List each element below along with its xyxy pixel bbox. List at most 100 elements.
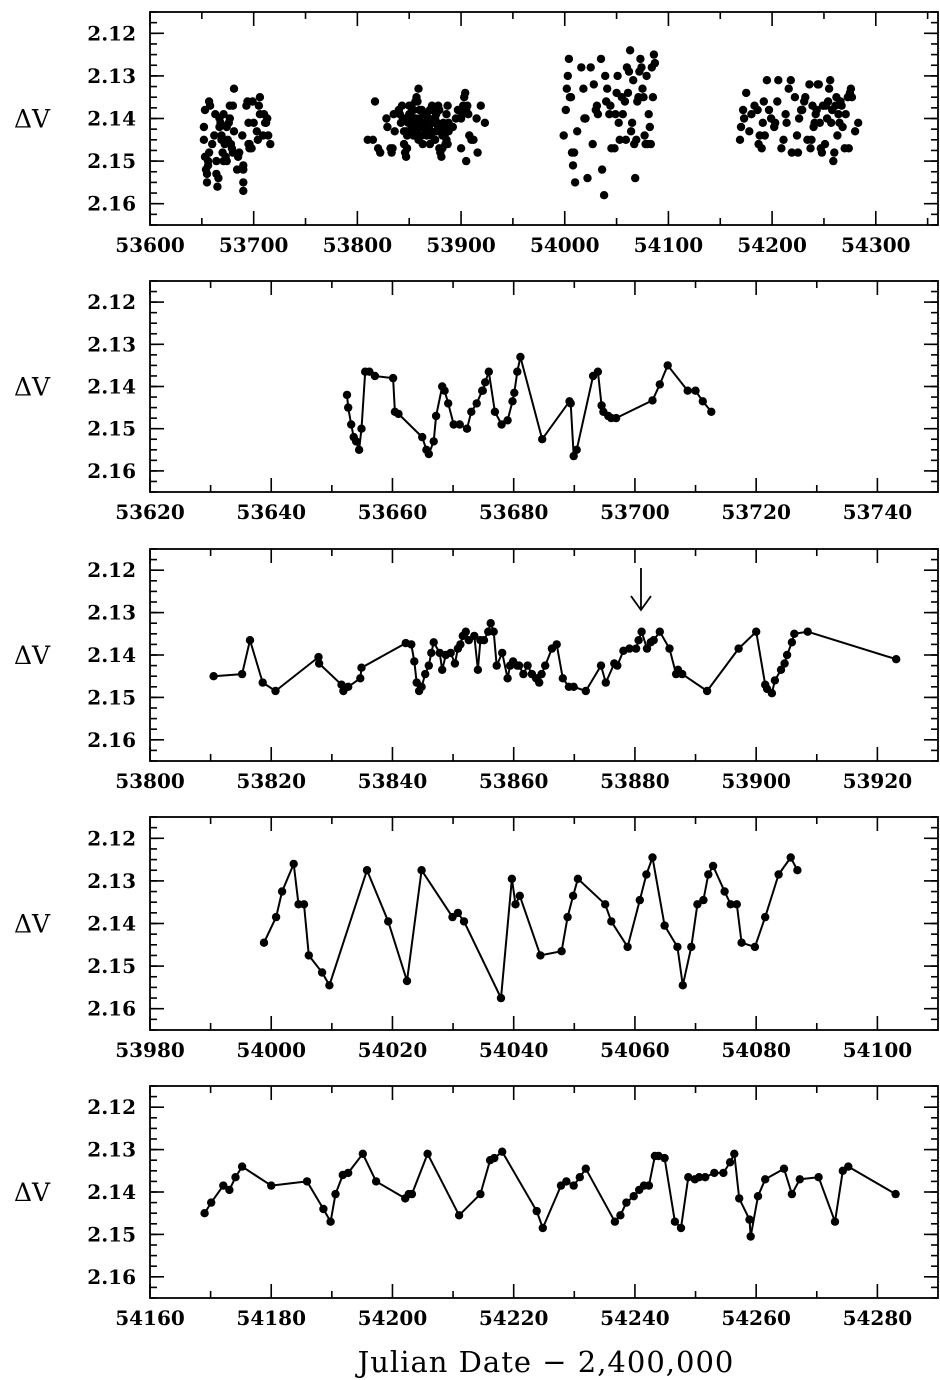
x-tick-label: 54260 (721, 1306, 791, 1330)
data-point (215, 122, 224, 132)
data-point (237, 1162, 247, 1171)
data-point (470, 631, 479, 641)
y-axis-label: ΔV (14, 105, 51, 134)
panel-1: ΔV 53600 53700 53800 53900 54000 54100 54200 543… (14, 11, 939, 257)
data-point (413, 97, 422, 106)
x-tick-label: 53800 (115, 769, 185, 793)
data-point (622, 63, 632, 72)
data-point (258, 678, 267, 687)
data-point (537, 669, 546, 679)
data-point (326, 1217, 335, 1226)
data-point (478, 386, 487, 395)
data-point (745, 127, 754, 136)
y-tick-label: 2.16 (87, 459, 136, 483)
data-point (719, 1168, 728, 1178)
data-point (314, 652, 323, 662)
data-point (438, 131, 447, 140)
x-tick-label: 53600 (115, 233, 185, 257)
data-point (801, 93, 810, 102)
data-point (248, 97, 257, 106)
data-point (601, 900, 610, 909)
data-point (734, 644, 743, 653)
data-point (507, 874, 517, 883)
data-point (710, 1168, 719, 1178)
data-point (413, 131, 422, 140)
data-point (239, 165, 248, 174)
data-point (383, 122, 392, 132)
x-tick-label: 54160 (115, 1306, 185, 1330)
data-point (476, 101, 485, 110)
data-point (519, 669, 528, 679)
data-point (663, 361, 672, 370)
plot-frame (149, 1085, 939, 1299)
data-point (217, 135, 226, 144)
data-point (626, 127, 636, 136)
plot-frame (149, 280, 939, 493)
x-tick-label: 53800 (323, 233, 393, 257)
data-point (409, 105, 418, 115)
data-point (627, 118, 637, 128)
x-tick-label: 53900 (721, 769, 791, 793)
data-point (503, 674, 512, 683)
data-point (784, 84, 793, 93)
data-point (780, 659, 789, 668)
y-tick-label: 2.16 (87, 997, 136, 1021)
data-point (267, 1181, 276, 1190)
data-point (638, 84, 647, 93)
data-point (794, 114, 804, 123)
x-tick-label: 54100 (634, 233, 704, 257)
data-point (615, 135, 624, 144)
x-tick-label: 54000 (530, 233, 600, 257)
data-point (764, 105, 774, 115)
data-point (844, 144, 853, 153)
data-point (614, 118, 623, 128)
data-point (557, 947, 566, 956)
data-point (808, 101, 817, 110)
data-point (826, 76, 835, 85)
data-point (572, 445, 581, 454)
data-point (431, 411, 441, 421)
y-tick-label: 2.13 (87, 869, 136, 893)
data-point (532, 1206, 541, 1216)
data-point (782, 118, 791, 128)
data-point (644, 110, 653, 119)
y-tick-label: 2.16 (87, 1265, 136, 1289)
data-point (480, 118, 490, 128)
data-point (770, 676, 780, 685)
data-point (589, 80, 598, 89)
y-tick-label: 2.15 (87, 954, 136, 978)
x-tick-label: 54080 (721, 1038, 791, 1062)
x-tick-label: 54200 (358, 1306, 428, 1330)
data-point (577, 63, 586, 72)
panel-2: ΔV 53620 53640 53660 53680 53700 53720 53740 2.1… (14, 280, 939, 524)
data-point (451, 114, 461, 123)
data-point (382, 114, 391, 123)
data-point (687, 942, 696, 952)
data-point (836, 97, 845, 106)
data-point (762, 76, 772, 85)
data-point (642, 870, 651, 879)
data-point (665, 644, 674, 653)
data-point (777, 144, 786, 153)
data-point (607, 917, 616, 926)
data-point (239, 178, 248, 187)
data-point (244, 118, 253, 128)
data-point (649, 50, 659, 59)
data-point (229, 84, 239, 93)
data-point (645, 122, 654, 132)
y-tick-label: 2.13 (87, 601, 136, 625)
data-point (344, 403, 353, 412)
data-point (635, 895, 644, 905)
data-point (622, 1198, 631, 1207)
data-point (357, 663, 366, 672)
data-point (753, 1192, 763, 1201)
data-point (786, 853, 795, 862)
data-point (678, 669, 687, 679)
data-point (407, 640, 416, 649)
data-point (597, 401, 606, 410)
data-point (511, 900, 520, 909)
data-point (423, 1149, 432, 1159)
data-point (414, 84, 423, 93)
data-point (621, 135, 631, 144)
data-point (259, 938, 269, 947)
